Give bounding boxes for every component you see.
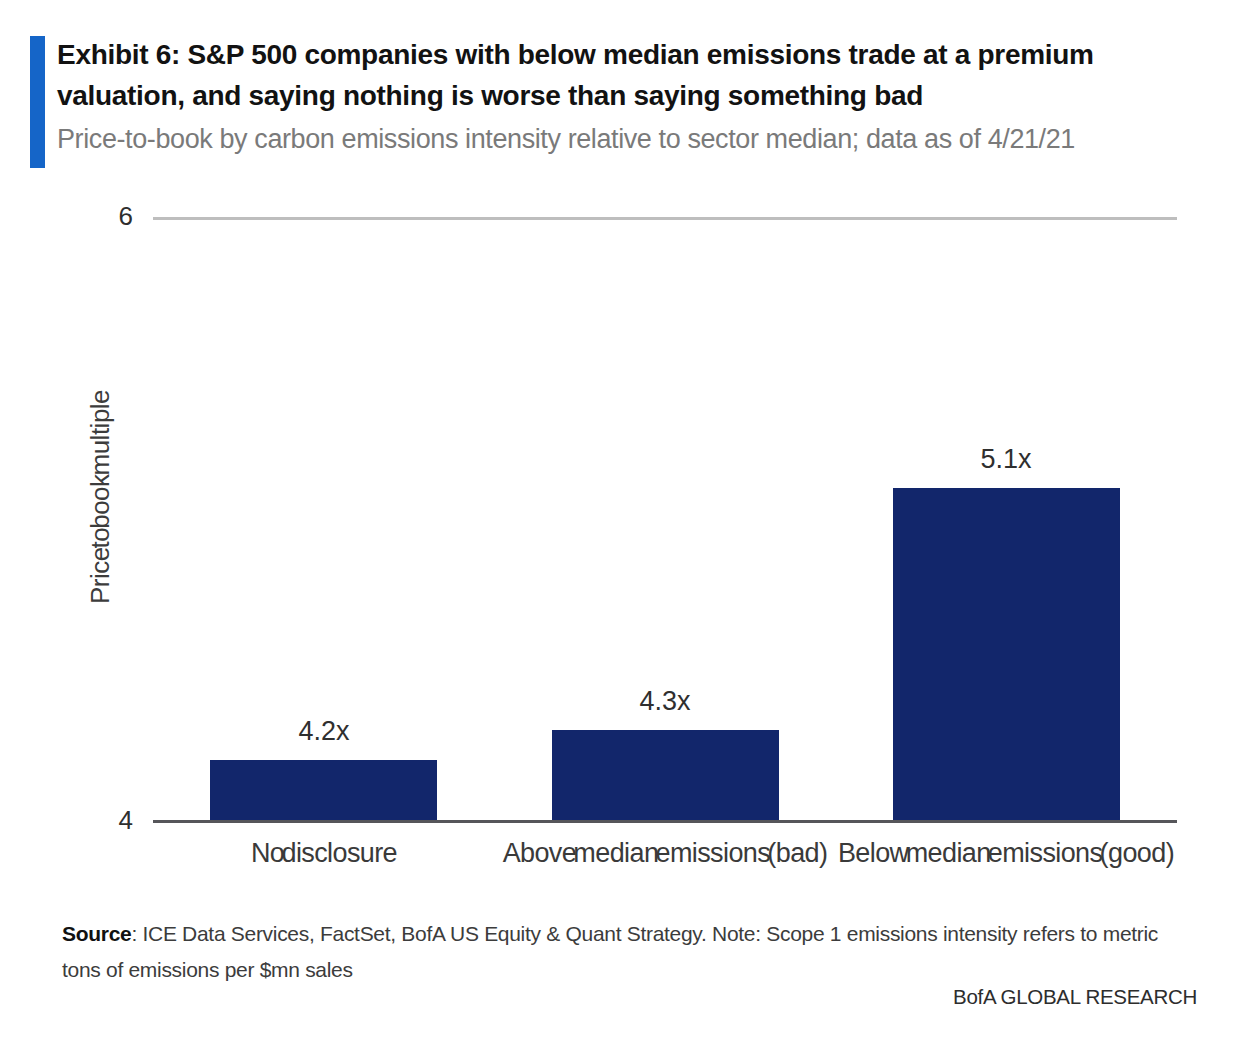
bar	[210, 760, 437, 820]
exhibit-title: Exhibit 6: S&P 500 companies with below …	[57, 34, 1227, 117]
bar	[552, 730, 779, 820]
bar	[893, 488, 1120, 820]
bar-value-label: 5.1x	[906, 444, 1106, 475]
exhibit-page: Exhibit 6: S&P 500 companies with below …	[0, 0, 1259, 1056]
category-label: No disclosure	[251, 838, 397, 869]
category-label: Above median emissions (bad)	[503, 838, 828, 869]
source-label: Source	[62, 922, 131, 945]
bofa-global-research-brand: BofA GLOBAL RESEARCH	[953, 985, 1197, 1009]
bar-value-label: 4.2x	[224, 716, 424, 747]
source-note: Source: ICE Data Services, FactSet, BofA…	[62, 916, 1197, 988]
chart-subtitle: Price-to-book by carbon emissions intens…	[57, 124, 1227, 155]
header: Exhibit 6: S&P 500 companies with below …	[57, 34, 1227, 155]
bar-value-label: 4.3x	[565, 686, 765, 717]
title-accent-bar	[30, 36, 45, 168]
y-axis-title: Price to book multiple	[85, 390, 116, 604]
source-text: : ICE Data Services, FactSet, BofA US Eq…	[62, 922, 1158, 981]
y-tick-6: 6	[71, 201, 133, 232]
y-tick-4: 4	[71, 805, 133, 836]
x-axis-line	[153, 820, 1177, 823]
category-label: Below median emissions (good)	[838, 838, 1174, 869]
gridline-top	[153, 217, 1177, 220]
